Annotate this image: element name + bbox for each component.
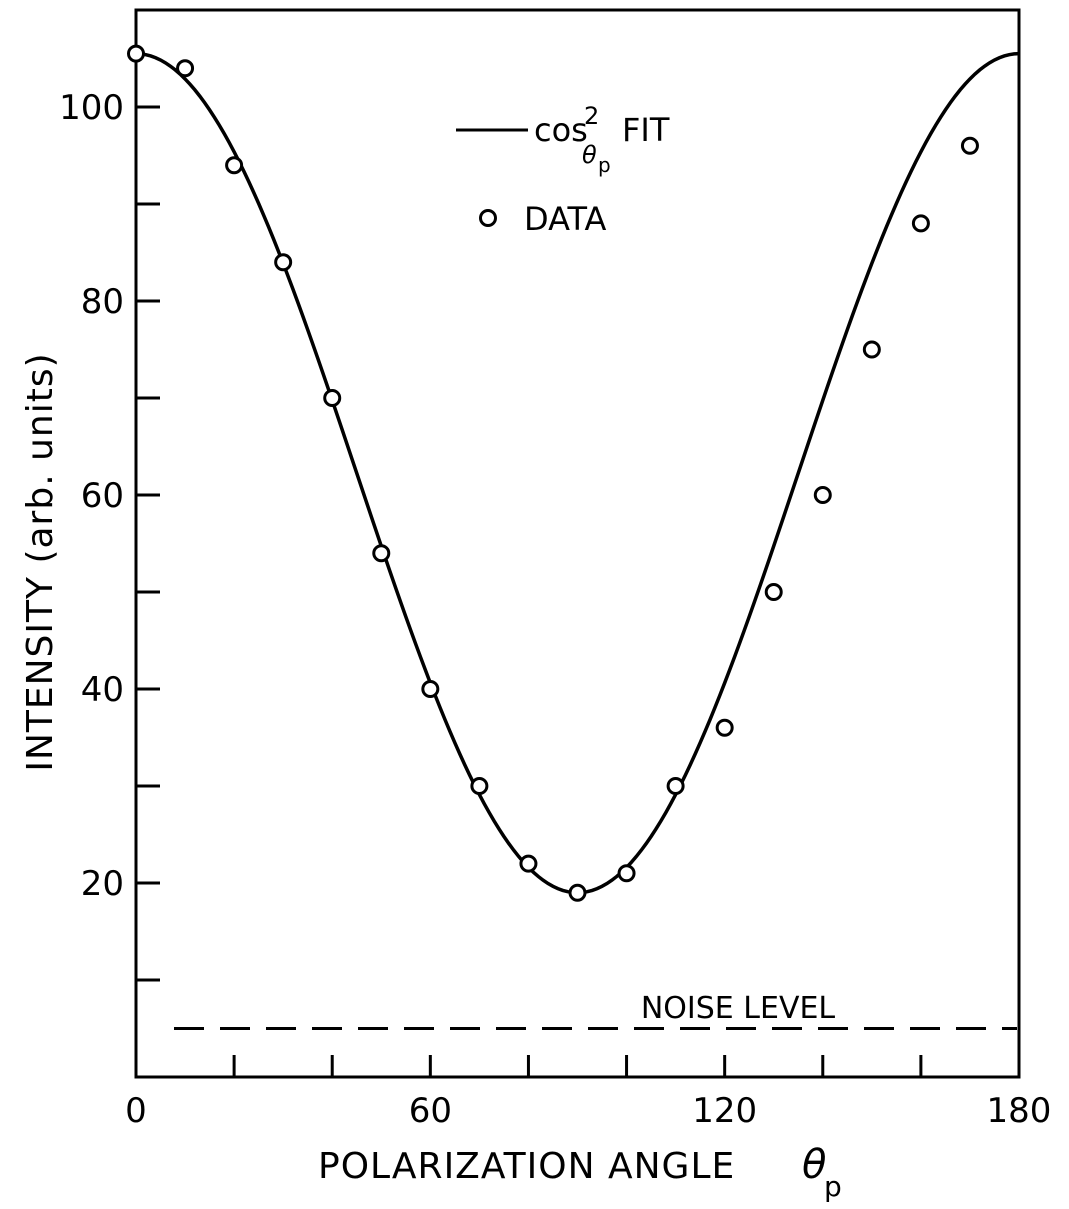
data-point [568, 883, 587, 902]
data-points [127, 44, 979, 902]
noise-level-label: NOISE LEVEL [641, 991, 836, 1026]
x-tick-label: 180 [987, 1091, 1052, 1131]
data-point [617, 864, 636, 883]
data-point [176, 59, 195, 78]
legend-fit-prefix: cos [534, 111, 588, 149]
data-point [519, 854, 538, 873]
x-axis-symbol: θ [802, 1142, 826, 1188]
data-point [715, 718, 734, 737]
fit-line [135, 51, 1020, 895]
y-tick-label: 40 [81, 670, 124, 710]
tick-labels: 0 60 120 180 20 40 60 80 100 [59, 88, 1051, 1131]
plot-frame [134, 8, 1021, 1079]
data-point [372, 544, 391, 563]
legend-fit-sub-sub: p [598, 153, 611, 177]
legend-fit-sup: 2 [584, 102, 599, 130]
data-point [764, 583, 783, 601]
data-point [911, 214, 930, 233]
legend-data-label: DATA [524, 200, 607, 238]
legend-fit-sub-symbol: θ [582, 141, 597, 169]
data-point [323, 389, 342, 407]
x-tick-label: 120 [692, 1091, 757, 1131]
ticks [136, 105, 923, 1077]
y-tick-label: 20 [81, 864, 124, 904]
data-point [960, 136, 979, 155]
y-tick-label: 80 [81, 282, 124, 322]
data-point [225, 156, 244, 175]
data-point [813, 486, 832, 504]
y-tick-label: 60 [81, 476, 124, 516]
legend: cos 2 θ p FIT DATA [456, 102, 670, 238]
data-point [666, 777, 685, 795]
y-axis-label: INTENSITY (arb. units) [20, 352, 61, 771]
data-point [470, 777, 489, 795]
legend-fit-suffix: FIT [622, 111, 670, 149]
data-point [127, 44, 145, 63]
data-point [274, 253, 293, 272]
x-axis-title: POLARIZATION ANGLE θ p [318, 1142, 842, 1203]
x-axis-label: POLARIZATION ANGLE [318, 1146, 735, 1187]
data-point [862, 340, 881, 359]
x-axis-symbol-subscript: p [824, 1170, 842, 1203]
x-tick-label: 60 [409, 1091, 452, 1131]
data-point [421, 680, 440, 698]
y-tick-label: 100 [59, 88, 124, 128]
x-tick-label: 0 [125, 1091, 147, 1131]
legend-data-marker [479, 209, 497, 227]
